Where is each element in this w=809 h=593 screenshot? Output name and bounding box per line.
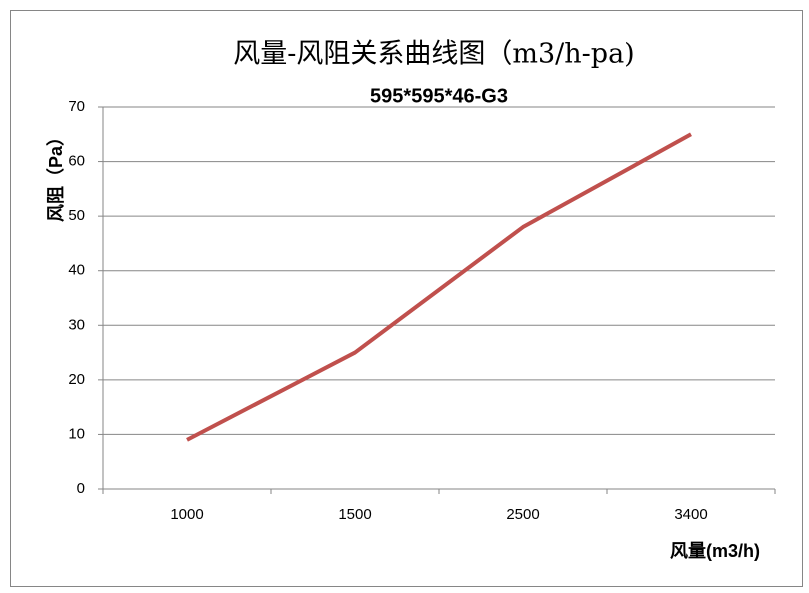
- y-tick-label: 0: [77, 480, 85, 497]
- y-tick-label: 30: [68, 316, 85, 333]
- x-axis-label: 风量(m3/h): [670, 540, 760, 561]
- x-tick-label: 1500: [338, 506, 371, 523]
- y-tick-label: 20: [68, 371, 85, 388]
- x-tick-label: 1000: [170, 506, 203, 523]
- y-tick-label: 10: [68, 425, 85, 442]
- y-axis-label: 风阻（Pa）: [46, 128, 66, 222]
- y-tick-label: 40: [68, 262, 85, 279]
- y-tick-label: 70: [68, 98, 85, 115]
- x-tick-label: 2500: [506, 506, 539, 523]
- line: [186, 132, 692, 442]
- y-tick-label: 50: [68, 207, 85, 224]
- x-tick-label: 3400: [674, 506, 707, 523]
- chart-subtitle: 595*595*46-G3: [370, 85, 508, 107]
- chart-title: 风量-风阻关系曲线图（m3/h-pa): [233, 39, 634, 70]
- y-tick-label: 60: [68, 153, 85, 170]
